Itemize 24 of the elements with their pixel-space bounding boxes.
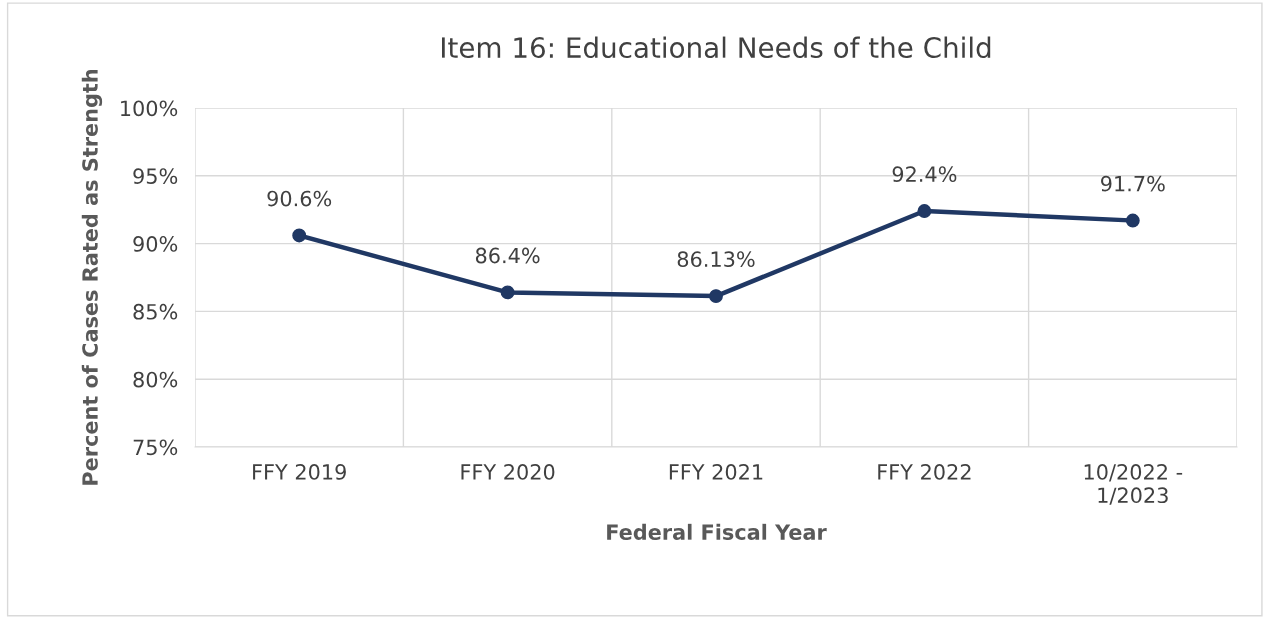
data-label: 91.7% — [1101, 175, 1165, 192]
chart-title: Item 16: Educational Needs of the Child — [442, 36, 991, 59]
y-tick-label: 95% — [133, 168, 178, 185]
x-tick-label: FFY 2022 — [878, 464, 971, 480]
x-tick-label: FFY 2021 — [669, 464, 763, 480]
y-axis-title: Percent of Cases Rated as Strength — [81, 69, 103, 485]
point — [292, 228, 307, 243]
x-tick-label: FFY 2019 — [253, 464, 346, 480]
data-label: 86.13% — [677, 251, 755, 268]
point — [709, 289, 723, 304]
y-tick-label: 75% — [133, 439, 178, 456]
y-tick-label: 100% — [121, 100, 178, 117]
data-label: 92.4% — [892, 166, 957, 183]
y-tick-label: 80% — [133, 371, 178, 388]
x-tick-label: FFY 2020 — [461, 464, 555, 480]
point — [500, 285, 515, 300]
data-label: 90.6% — [267, 190, 332, 207]
x-tick-label: 10/2022 - 1/2023 — [1084, 464, 1183, 505]
y-tick-label: 85% — [133, 303, 178, 320]
point — [1125, 213, 1140, 228]
point — [917, 204, 932, 219]
y-tick-label: 90% — [133, 236, 178, 252]
data-label: 86.4% — [475, 247, 540, 264]
x-axis-title: Federal Fiscal Year — [607, 523, 827, 540]
